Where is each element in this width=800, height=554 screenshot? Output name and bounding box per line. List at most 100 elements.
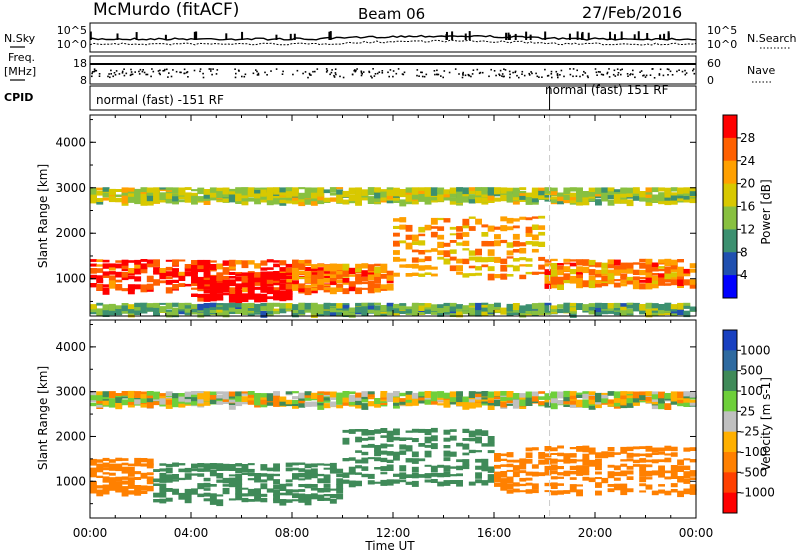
velocity-cell — [506, 391, 514, 398]
velocity-cell — [651, 393, 659, 400]
power-cell — [456, 196, 463, 204]
nave-dot — [596, 74, 598, 76]
velocity-cell — [494, 399, 501, 407]
power-cell — [500, 216, 508, 222]
velocity-cell — [443, 457, 451, 462]
power-cell — [310, 272, 318, 277]
freq-label: Freq. — [8, 51, 35, 64]
power-cell — [645, 196, 653, 203]
power-cell — [481, 196, 489, 203]
power-cell — [386, 192, 394, 200]
velocity-cell — [102, 484, 110, 490]
velocity-cell — [355, 402, 362, 409]
power-cell — [191, 199, 198, 205]
velocity-cell — [677, 459, 684, 466]
velocity-cell — [323, 478, 331, 484]
power-cell — [487, 192, 495, 200]
velocity-cell — [462, 401, 470, 408]
velocity-cell — [317, 394, 325, 399]
velocity-cell — [361, 429, 369, 436]
power-cell — [222, 275, 230, 280]
power-cell — [304, 263, 312, 266]
nave-dot — [556, 73, 559, 75]
velocity-cell — [418, 458, 426, 462]
nave-dot — [642, 74, 644, 77]
power-cell — [418, 188, 426, 194]
velocity-cell — [159, 398, 167, 405]
velocity-cell — [247, 397, 255, 404]
power-cell — [607, 194, 615, 200]
velocity-cell — [336, 484, 344, 490]
velocity-cell — [582, 391, 590, 394]
power-cell — [361, 276, 369, 282]
power-cell — [418, 304, 426, 311]
velocity-colorbar-frame — [722, 329, 738, 514]
power-cell — [626, 279, 634, 285]
nave-dot — [91, 71, 94, 73]
velocity-cell — [494, 482, 501, 487]
power-cell — [393, 187, 400, 194]
velocity-cell — [191, 463, 198, 469]
velocity-cell — [393, 436, 400, 441]
power-cell — [500, 225, 508, 232]
power-cell — [620, 283, 628, 287]
power-cell — [544, 307, 552, 313]
nave-dot — [256, 74, 259, 76]
power-cell — [519, 190, 527, 194]
nave-dot — [569, 73, 572, 76]
velocity-cell — [241, 487, 249, 490]
power-cell — [197, 267, 205, 273]
power-colorbar-tick-label: 12 — [740, 222, 755, 236]
nave-dot — [138, 70, 140, 73]
velocity-cell — [418, 391, 426, 397]
velocity-cell — [664, 476, 672, 480]
power-cell — [393, 195, 400, 201]
nave-dot — [339, 75, 341, 78]
nave-dot — [617, 72, 620, 74]
power-cell — [247, 292, 255, 300]
velocity-cell — [153, 492, 160, 498]
velocity-cell — [165, 478, 173, 483]
velocity-cell — [626, 401, 634, 408]
velocity-cell — [449, 474, 457, 477]
power-cell — [626, 187, 634, 192]
power-cell — [563, 187, 571, 195]
power-cell — [317, 197, 325, 205]
velocity-cell — [127, 463, 135, 467]
velocity-cell — [689, 401, 697, 406]
velocity-cell — [550, 476, 558, 480]
power-cell — [348, 284, 356, 292]
power-cell — [405, 242, 413, 250]
power-cell — [96, 302, 104, 306]
velocity-cell — [544, 399, 552, 403]
power-cell — [613, 279, 621, 282]
power-cell — [607, 259, 615, 265]
power-cell — [209, 307, 217, 313]
velocity-cell — [620, 463, 628, 467]
power-cell — [658, 262, 665, 265]
nave-dot — [613, 69, 616, 72]
power-cell — [405, 306, 413, 310]
power-cell — [191, 264, 198, 272]
velocity-colorbar-cell — [723, 492, 737, 514]
power-cell — [323, 278, 331, 283]
power-cell — [620, 280, 628, 284]
velocity-cell — [310, 468, 318, 475]
nave-dot — [594, 68, 597, 70]
power-cell — [228, 259, 236, 267]
power-cell — [254, 189, 261, 194]
power-cell — [348, 310, 356, 318]
velocity-cell — [235, 463, 243, 467]
power-cell — [361, 305, 369, 309]
velocity-cell — [115, 396, 123, 400]
nave-dot — [180, 71, 182, 74]
power-cell — [607, 187, 615, 192]
power-cell — [317, 270, 325, 276]
power-cell — [102, 259, 110, 263]
power-cell — [512, 305, 520, 310]
velocity-cell — [399, 399, 407, 405]
velocity-cell — [310, 398, 318, 401]
velocity-cell — [203, 463, 211, 469]
velocity-cell — [361, 391, 369, 397]
nave-dot — [162, 70, 164, 72]
